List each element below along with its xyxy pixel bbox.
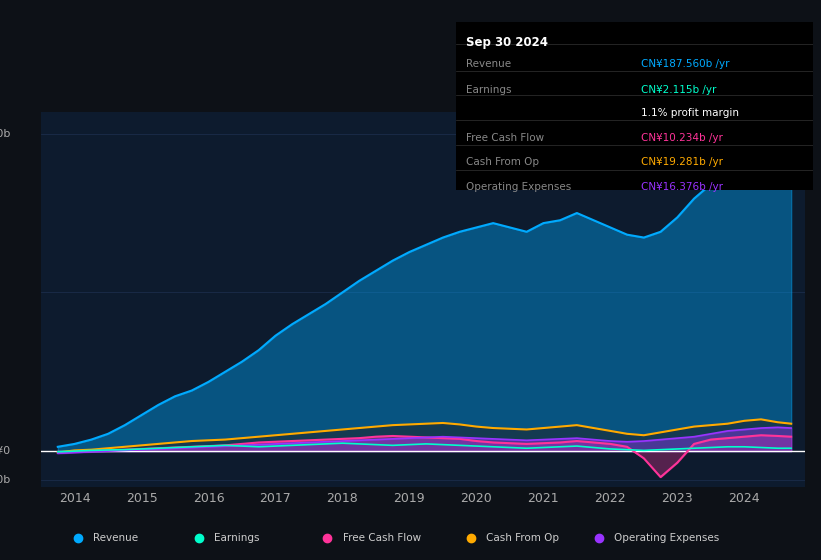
Text: -CN¥20b: -CN¥20b xyxy=(0,475,11,485)
Text: CN¥19.281b /yr: CN¥19.281b /yr xyxy=(641,157,723,167)
Text: Sep 30 2024: Sep 30 2024 xyxy=(466,36,548,49)
Text: Operating Expenses: Operating Expenses xyxy=(614,533,720,543)
Text: Cash From Op: Cash From Op xyxy=(486,533,559,543)
Text: CN¥10.234b /yr: CN¥10.234b /yr xyxy=(641,133,723,143)
Text: Revenue: Revenue xyxy=(94,533,139,543)
Text: Free Cash Flow: Free Cash Flow xyxy=(342,533,420,543)
Text: CN¥220b: CN¥220b xyxy=(0,129,11,139)
Text: CN¥0: CN¥0 xyxy=(0,446,11,456)
Text: Earnings: Earnings xyxy=(214,533,259,543)
Text: Operating Expenses: Operating Expenses xyxy=(466,182,571,192)
Text: 1.1% profit margin: 1.1% profit margin xyxy=(641,108,740,118)
Text: Revenue: Revenue xyxy=(466,59,511,69)
Text: Earnings: Earnings xyxy=(466,85,511,95)
Text: Free Cash Flow: Free Cash Flow xyxy=(466,133,544,143)
Text: CN¥16.376b /yr: CN¥16.376b /yr xyxy=(641,182,723,192)
Text: CN¥187.560b /yr: CN¥187.560b /yr xyxy=(641,59,730,69)
Text: CN¥2.115b /yr: CN¥2.115b /yr xyxy=(641,85,717,95)
Text: Cash From Op: Cash From Op xyxy=(466,157,539,167)
